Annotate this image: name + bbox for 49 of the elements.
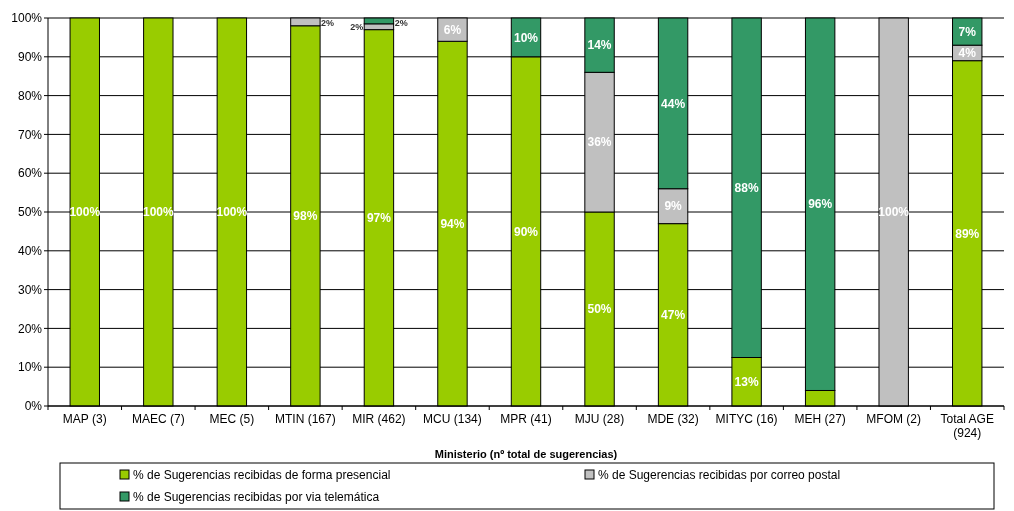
x-tick-label: MAEC (7) — [131, 412, 185, 426]
data-label: 2% — [321, 18, 335, 29]
data-label: 6% — [443, 22, 462, 37]
legend-label: % de Sugerencias recibidas por correo postal — [598, 468, 841, 483]
data-label: 94% — [440, 216, 465, 231]
data-label: 9% — [664, 199, 683, 214]
x-tick-label: MEH (27) — [794, 412, 846, 426]
y-tick-label: 0% — [24, 399, 43, 414]
data-label: 88% — [734, 180, 759, 195]
data-label: 4% — [958, 46, 977, 61]
data-label: 50% — [587, 302, 612, 317]
data-label: 97% — [366, 211, 392, 226]
data-label: 89% — [955, 226, 980, 241]
x-tick-label: MPR (41) — [500, 412, 552, 426]
y-tick-label: 80% — [17, 88, 43, 103]
data-label: 90% — [513, 224, 539, 239]
legend-label: % de Sugerencias recibidas por via telemática — [133, 490, 380, 505]
data-label: 2% — [350, 21, 364, 32]
y-tick-label: 50% — [17, 205, 43, 220]
data-label: 44% — [661, 96, 686, 111]
data-label: 36% — [587, 135, 612, 150]
x-tick-label: MEC (5) — [209, 412, 255, 426]
data-label: 7% — [958, 24, 977, 39]
y-tick-label: 30% — [17, 282, 43, 297]
y-tick-label: 90% — [17, 50, 43, 64]
data-label: 2% — [394, 18, 408, 29]
data-label: 10% — [513, 30, 539, 45]
x-tick-label: MJU (28) — [574, 412, 625, 426]
x-tick-label: MTIN (167) — [275, 412, 336, 426]
data-label: 98% — [293, 209, 318, 224]
y-tick-label: 100% — [11, 11, 43, 26]
data-label: 47% — [661, 308, 686, 323]
x-tick-label: MFOM (2) — [866, 412, 922, 426]
x-tick-label: MCU (134) — [423, 412, 482, 426]
data-label: 14% — [587, 38, 612, 53]
y-tick-label: 70% — [17, 127, 43, 142]
x-tick-label: Total AGE (924) — [940, 412, 994, 440]
y-tick-label: 40% — [17, 244, 43, 258]
x-axis-title: Ministerio (nº total de sugerencias) — [434, 448, 618, 460]
y-tick-label: 60% — [17, 166, 43, 181]
x-tick-label: MAP (3) — [62, 412, 107, 426]
legend-label: % de Sugerencias recibidas de forma presencial — [133, 468, 391, 483]
data-label: 96% — [808, 197, 833, 212]
y-tick-label: 10% — [17, 360, 43, 375]
y-tick-label: 20% — [17, 321, 43, 336]
data-label: 13% — [734, 374, 759, 389]
x-tick-label: MDE (32) — [647, 412, 699, 426]
x-tick-label: MIR (462) — [352, 412, 406, 426]
x-tick-label: MITYC (16) — [715, 412, 778, 426]
